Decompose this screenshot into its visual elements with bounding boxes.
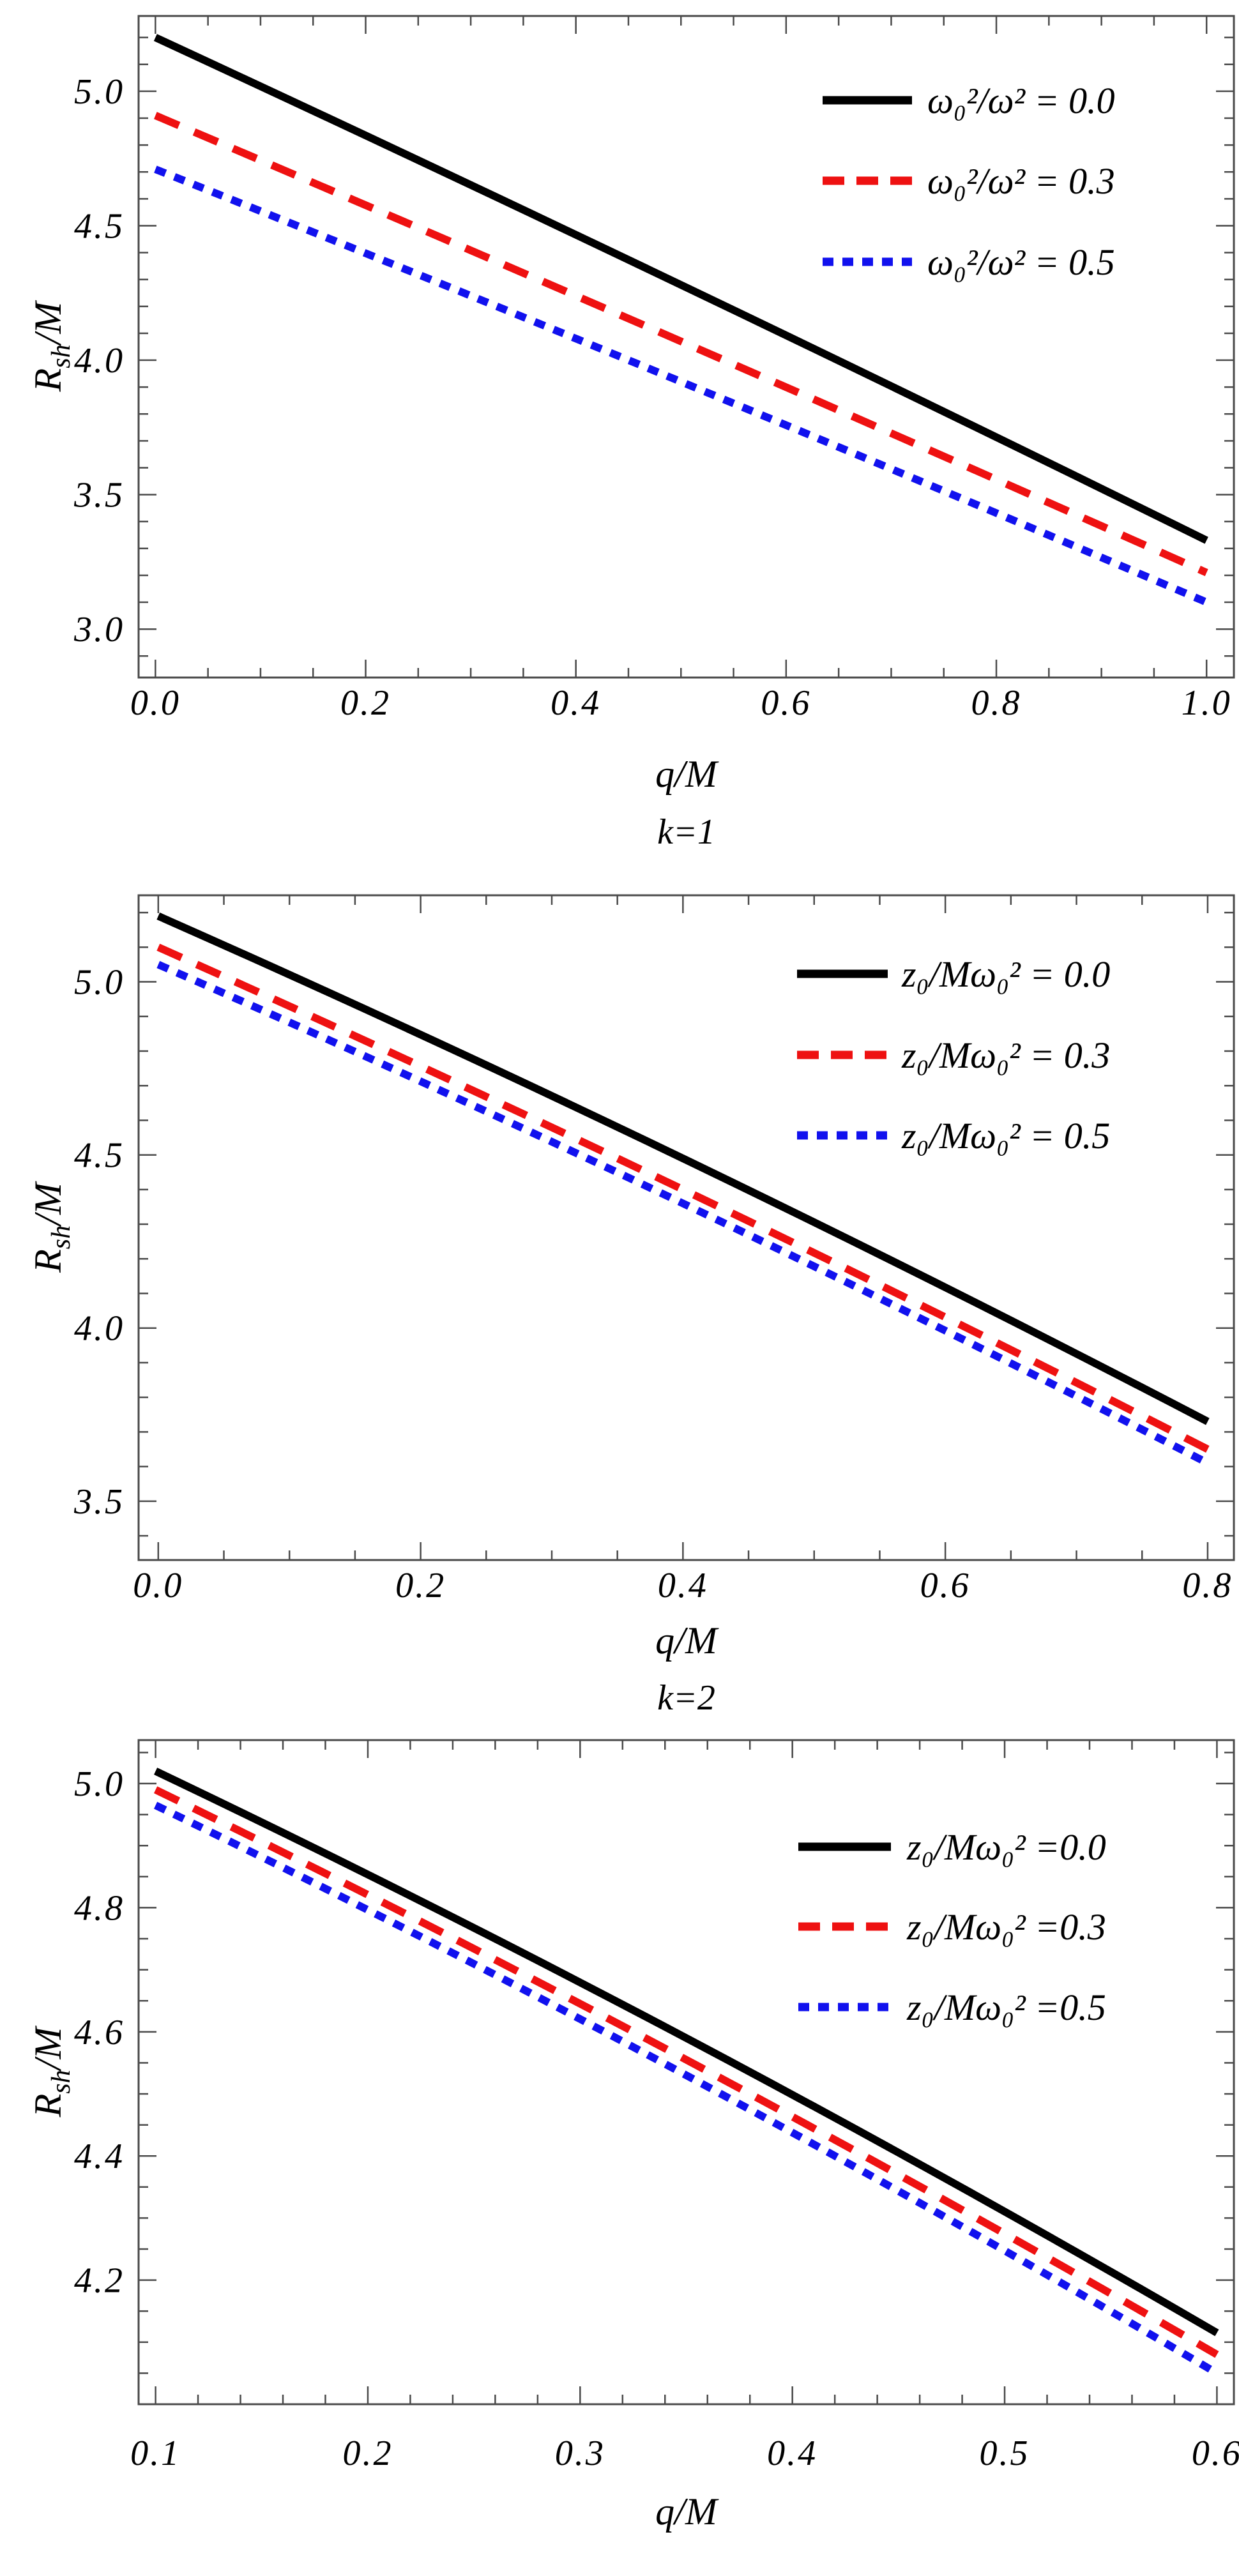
y-tick-label: 3.5 bbox=[73, 1482, 125, 1522]
legend-label: z₀/Mω₀² =0.3 bbox=[906, 1906, 1106, 1948]
x-tick-label: 0.3 bbox=[555, 2434, 605, 2473]
x-tick-label: 0.8 bbox=[971, 683, 1022, 723]
y-tick-label: 4.0 bbox=[74, 1309, 125, 1349]
x-tick-label: 0.5 bbox=[980, 2434, 1030, 2473]
panel-caption: k=1 bbox=[657, 812, 715, 852]
x-tick-label: 0.6 bbox=[761, 683, 811, 723]
x-tick-label: 0.2 bbox=[340, 683, 391, 723]
x-axis-label: q/M bbox=[655, 2490, 719, 2533]
series-curve bbox=[156, 960, 1210, 1467]
legend-label: ω₀²/ω² = 0.5 bbox=[927, 241, 1115, 283]
x-tick-label: 0.2 bbox=[342, 2434, 393, 2473]
x-tick-label: 0.0 bbox=[133, 1566, 183, 1605]
x-tick-label: 0.4 bbox=[551, 683, 601, 723]
x-tick-label: 0.4 bbox=[658, 1566, 708, 1605]
series-curve bbox=[156, 943, 1210, 1453]
y-tick-label: 4.2 bbox=[74, 2261, 125, 2301]
panel-3-chart: 0.1 0.2 0.3 0.4 0.5 0.6 4.2 4.4 4.6 4.8 5.0 z₀/Mω₀²… bbox=[27, 1739, 1239, 2533]
x-tick-label: 0.2 bbox=[395, 1566, 446, 1605]
x-tick-label: 0.1 bbox=[130, 2434, 181, 2473]
y-tick-label: 3.5 bbox=[73, 476, 125, 515]
legend-label: ω₀²/ω² = 0.3 bbox=[927, 160, 1115, 202]
x-tick-label: 0.4 bbox=[767, 2434, 817, 2473]
y-tick-label: 5.0 bbox=[74, 72, 125, 112]
y-tick-label: 4.6 bbox=[74, 2013, 125, 2052]
x-axis-label: q/M bbox=[655, 1619, 719, 1662]
y-tick-label: 4.0 bbox=[74, 341, 125, 381]
panel-caption: k=2 bbox=[657, 1678, 715, 1718]
y-tick-label: 4.5 bbox=[74, 206, 125, 246]
legend-label: z₀/Mω₀² =0.0 bbox=[906, 1826, 1106, 1868]
y-tick-label: 4.5 bbox=[74, 1136, 125, 1176]
legend-label: ω₀²/ω² = 0.0 bbox=[927, 80, 1115, 121]
x-axis-label: q/M bbox=[655, 753, 719, 795]
series-curve bbox=[153, 1801, 1219, 2377]
series-curve bbox=[154, 165, 1208, 606]
y-axis-label: Rsh/M bbox=[27, 300, 76, 393]
legend-label: z₀/Mω₀² = 0.5 bbox=[901, 1115, 1110, 1156]
panel-2-chart: 0.0 0.2 0.4 0.6 0.8 3.5 4.0 4.5 5.0 z₀/Mω₀² = 0.0… bbox=[27, 894, 1235, 1718]
y-tick-label: 3.0 bbox=[73, 610, 125, 649]
series-curve bbox=[156, 913, 1210, 1425]
x-tick-label: 0.0 bbox=[130, 683, 181, 723]
legend-label: z₀/Mω₀² = 0.0 bbox=[901, 953, 1110, 995]
panel-2: 0.0 0.2 0.4 0.6 0.8 3.5 4.0 4.5 5.0 z₀/Mω₀² = 0.0… bbox=[0, 859, 1239, 1724]
y-tick-label: 4.4 bbox=[74, 2137, 125, 2176]
y-tick-label: 5.0 bbox=[74, 1764, 125, 1804]
y-tick-label: 4.8 bbox=[74, 1888, 125, 1928]
x-tick-label: 0.6 bbox=[1192, 2434, 1239, 2473]
x-tick-label: 1.0 bbox=[1182, 683, 1232, 723]
panel-3: 0.1 0.2 0.3 0.4 0.5 0.6 4.2 4.4 4.6 4.8 5.0 z₀/Mω₀²… bbox=[0, 1724, 1239, 2576]
panel-1-chart: 0.0 0.2 0.4 0.6 0.8 1.0 3.0 3.5 4.0 4.5 5.0 ω₀²/ω² … bbox=[27, 15, 1235, 852]
x-tick-label: 0.6 bbox=[920, 1566, 971, 1605]
x-tick-label: 0.8 bbox=[1182, 1566, 1233, 1605]
y-tick-label: 5.0 bbox=[74, 963, 125, 1003]
series-curve bbox=[153, 112, 1208, 577]
legend-label: z₀/Mω₀² = 0.3 bbox=[901, 1034, 1110, 1076]
legend-label: z₀/Mω₀² =0.5 bbox=[906, 1987, 1106, 2028]
y-axis-label: Rsh/M bbox=[27, 2026, 76, 2118]
series-curve bbox=[153, 1786, 1219, 2358]
y-axis-label: Rsh/M bbox=[27, 1181, 76, 1273]
panel-1: 0.0 0.2 0.4 0.6 0.8 1.0 3.0 3.5 4.0 4.5 5.0 ω₀²/ω² … bbox=[0, 0, 1239, 859]
series-curve bbox=[153, 34, 1208, 544]
series-curve bbox=[154, 1768, 1219, 2337]
